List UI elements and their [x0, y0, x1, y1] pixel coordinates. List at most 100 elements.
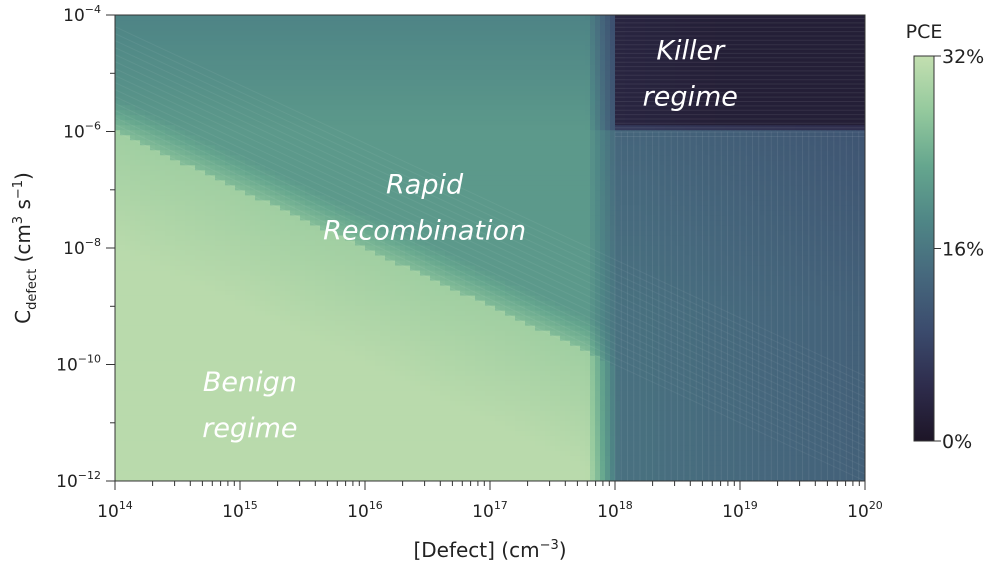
heatmap-cell	[420, 70, 426, 76]
heatmap-cell	[490, 120, 496, 126]
heatmap-cell	[480, 30, 486, 36]
heatmap-cell	[685, 100, 691, 106]
heatmap-cell	[520, 80, 526, 86]
heatmap-cell	[545, 140, 551, 146]
heatmap-cell	[845, 105, 851, 111]
heatmap-cell	[480, 45, 486, 51]
heatmap-cell	[500, 35, 506, 41]
heatmap-cell	[715, 35, 721, 41]
heatmap-cell	[530, 100, 536, 106]
heatmap-cell	[510, 100, 516, 106]
heatmap-cell	[565, 150, 571, 156]
heatmap-cell	[350, 160, 356, 166]
heatmap-cell	[370, 130, 376, 136]
heatmap-cell	[220, 40, 226, 46]
heatmap-cell	[605, 75, 611, 81]
heatmap-cell	[555, 95, 561, 101]
heatmap-cell	[380, 115, 386, 121]
heatmap-cell	[120, 175, 126, 181]
heatmap-cell	[570, 120, 576, 126]
heatmap-cell	[265, 40, 271, 46]
heatmap-cell	[465, 155, 471, 161]
heatmap-cell	[520, 65, 526, 71]
heatmap-cell	[150, 70, 156, 76]
heatmap-cell	[160, 85, 166, 91]
heatmap-cell	[115, 100, 121, 106]
heatmap-cell	[705, 100, 711, 106]
heatmap-cell	[330, 85, 336, 91]
heatmap-cell	[385, 150, 391, 156]
heatmap-cell	[765, 85, 771, 91]
heatmap-cell	[780, 45, 786, 51]
heatmap-cell	[330, 160, 336, 166]
heatmap-cell	[570, 160, 576, 166]
heatmap-cell	[410, 170, 416, 176]
heatmap-cell	[830, 135, 836, 141]
heatmap-cell	[225, 25, 231, 31]
heatmap-cell	[610, 175, 616, 181]
heatmap-cell	[455, 20, 461, 26]
heatmap-cell	[210, 25, 216, 31]
heatmap-cell	[355, 150, 361, 156]
heatmap-cell	[135, 110, 141, 116]
heatmap-cell	[520, 145, 526, 151]
heatmap-cell	[400, 175, 406, 181]
heatmap-cell	[630, 15, 636, 21]
heatmap-cell	[410, 100, 416, 106]
heatmap-cell	[715, 170, 721, 176]
heatmap-cell	[420, 25, 426, 31]
heatmap-cell	[655, 155, 661, 161]
heatmap-cell	[450, 85, 456, 91]
heatmap-cell	[215, 65, 221, 71]
heatmap-cell	[245, 90, 251, 96]
heatmap-cell	[415, 15, 421, 21]
heatmap-cell	[150, 145, 156, 151]
heatmap-cell	[735, 150, 741, 156]
heatmap-cell	[320, 160, 326, 166]
heatmap-cell	[825, 175, 831, 181]
heatmap-cell	[840, 65, 846, 71]
heatmap-cell	[300, 35, 306, 41]
heatmap-cell	[490, 50, 496, 56]
heatmap-cell	[725, 35, 731, 41]
heatmap-cell	[390, 120, 396, 126]
heatmap-cell	[845, 130, 851, 136]
heatmap-cell	[445, 150, 451, 156]
heatmap-cell	[405, 15, 411, 21]
heatmap-cell	[170, 180, 176, 186]
heatmap-cell	[495, 140, 501, 146]
heatmap-cell	[210, 40, 216, 46]
heatmap-cell	[645, 160, 651, 166]
heatmap-cell	[490, 130, 496, 136]
heatmap-cell	[210, 170, 216, 176]
heatmap-cell	[690, 95, 696, 101]
heatmap-cell	[270, 95, 276, 101]
heatmap-cell	[415, 135, 421, 141]
heatmap-cell	[555, 30, 561, 36]
heatmap-cell	[555, 155, 561, 161]
heatmap-cell	[820, 60, 826, 66]
heatmap-cell	[165, 105, 171, 111]
heatmap-cell	[120, 15, 126, 21]
heatmap-cell	[120, 125, 126, 131]
heatmap-cell	[155, 130, 161, 136]
heatmap-cell	[170, 25, 176, 31]
heatmap-cell	[235, 50, 241, 56]
heatmap-cell	[140, 85, 146, 91]
heatmap-cell	[585, 75, 591, 81]
heatmap-cell	[485, 100, 491, 106]
heatmap-cell	[370, 115, 376, 121]
heatmap-cell	[310, 65, 316, 71]
heatmap-cell	[685, 170, 691, 176]
heatmap-cell	[530, 25, 536, 31]
heatmap-cell	[175, 40, 181, 46]
heatmap-cell	[170, 120, 176, 126]
heatmap-cell	[445, 20, 451, 26]
heatmap-cell	[775, 145, 781, 151]
heatmap-cell	[770, 165, 776, 171]
heatmap-cell	[550, 80, 556, 86]
heatmap-cell	[440, 45, 446, 51]
heatmap-cell	[140, 125, 146, 131]
heatmap-cell	[295, 155, 301, 161]
heatmap-cell	[685, 125, 691, 131]
